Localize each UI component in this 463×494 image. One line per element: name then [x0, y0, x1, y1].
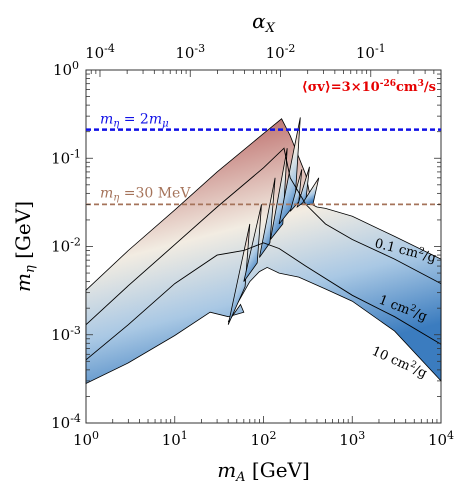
y-tick-label: 100	[53, 59, 79, 79]
x-tick-label: 104	[428, 429, 454, 449]
contour-line-0	[85, 147, 442, 326]
resonance-shard-0	[227, 223, 251, 325]
parameter-band	[85, 117, 442, 385]
x-tick-label: 102	[250, 429, 276, 449]
y-tick-label: 10-2	[51, 236, 81, 256]
x-top-axis-title: αX	[252, 9, 276, 36]
x-top-tick-label: 10-4	[85, 42, 115, 62]
contour-lines	[85, 147, 442, 361]
axis-ticks	[85, 70, 441, 424]
sigma-v-label: ⟨σv⟩=3×10-26cm3/s	[302, 79, 436, 95]
x-top-tick-label: 10-3	[175, 42, 205, 62]
resonance-shard-2	[259, 177, 276, 258]
y-tick-label: 10-4	[51, 412, 81, 432]
resonance-shard-5	[289, 169, 303, 212]
resonance-shard-7	[301, 177, 320, 205]
x-axis-title: mA [GeV]	[217, 458, 310, 485]
ref-label-30mev: mη =30 MeV	[100, 185, 191, 203]
x-tick-label: 101	[162, 429, 188, 449]
resonance-shard-6	[296, 166, 310, 209]
x-top-tick-label: 10-2	[266, 42, 296, 62]
x-tick-label: 103	[339, 429, 365, 449]
y-tick-label: 10-3	[51, 324, 81, 344]
y-tick-label: 10-1	[51, 147, 81, 167]
axis-labels: 100 101 102 103 104 100 10-1 10-2 10-3 10-4 10-4 10…	[11, 9, 454, 485]
x-tick-label: 100	[73, 429, 99, 449]
resonance-shard-1	[243, 204, 262, 282]
y-axis-title: mη [GeV]	[11, 201, 38, 292]
reference-lines	[86, 128, 441, 206]
contour-line-1	[85, 242, 442, 361]
ref-label-2mmu: mη = 2mμ	[100, 112, 169, 130]
x-top-tick-label: 10-1	[356, 42, 386, 62]
